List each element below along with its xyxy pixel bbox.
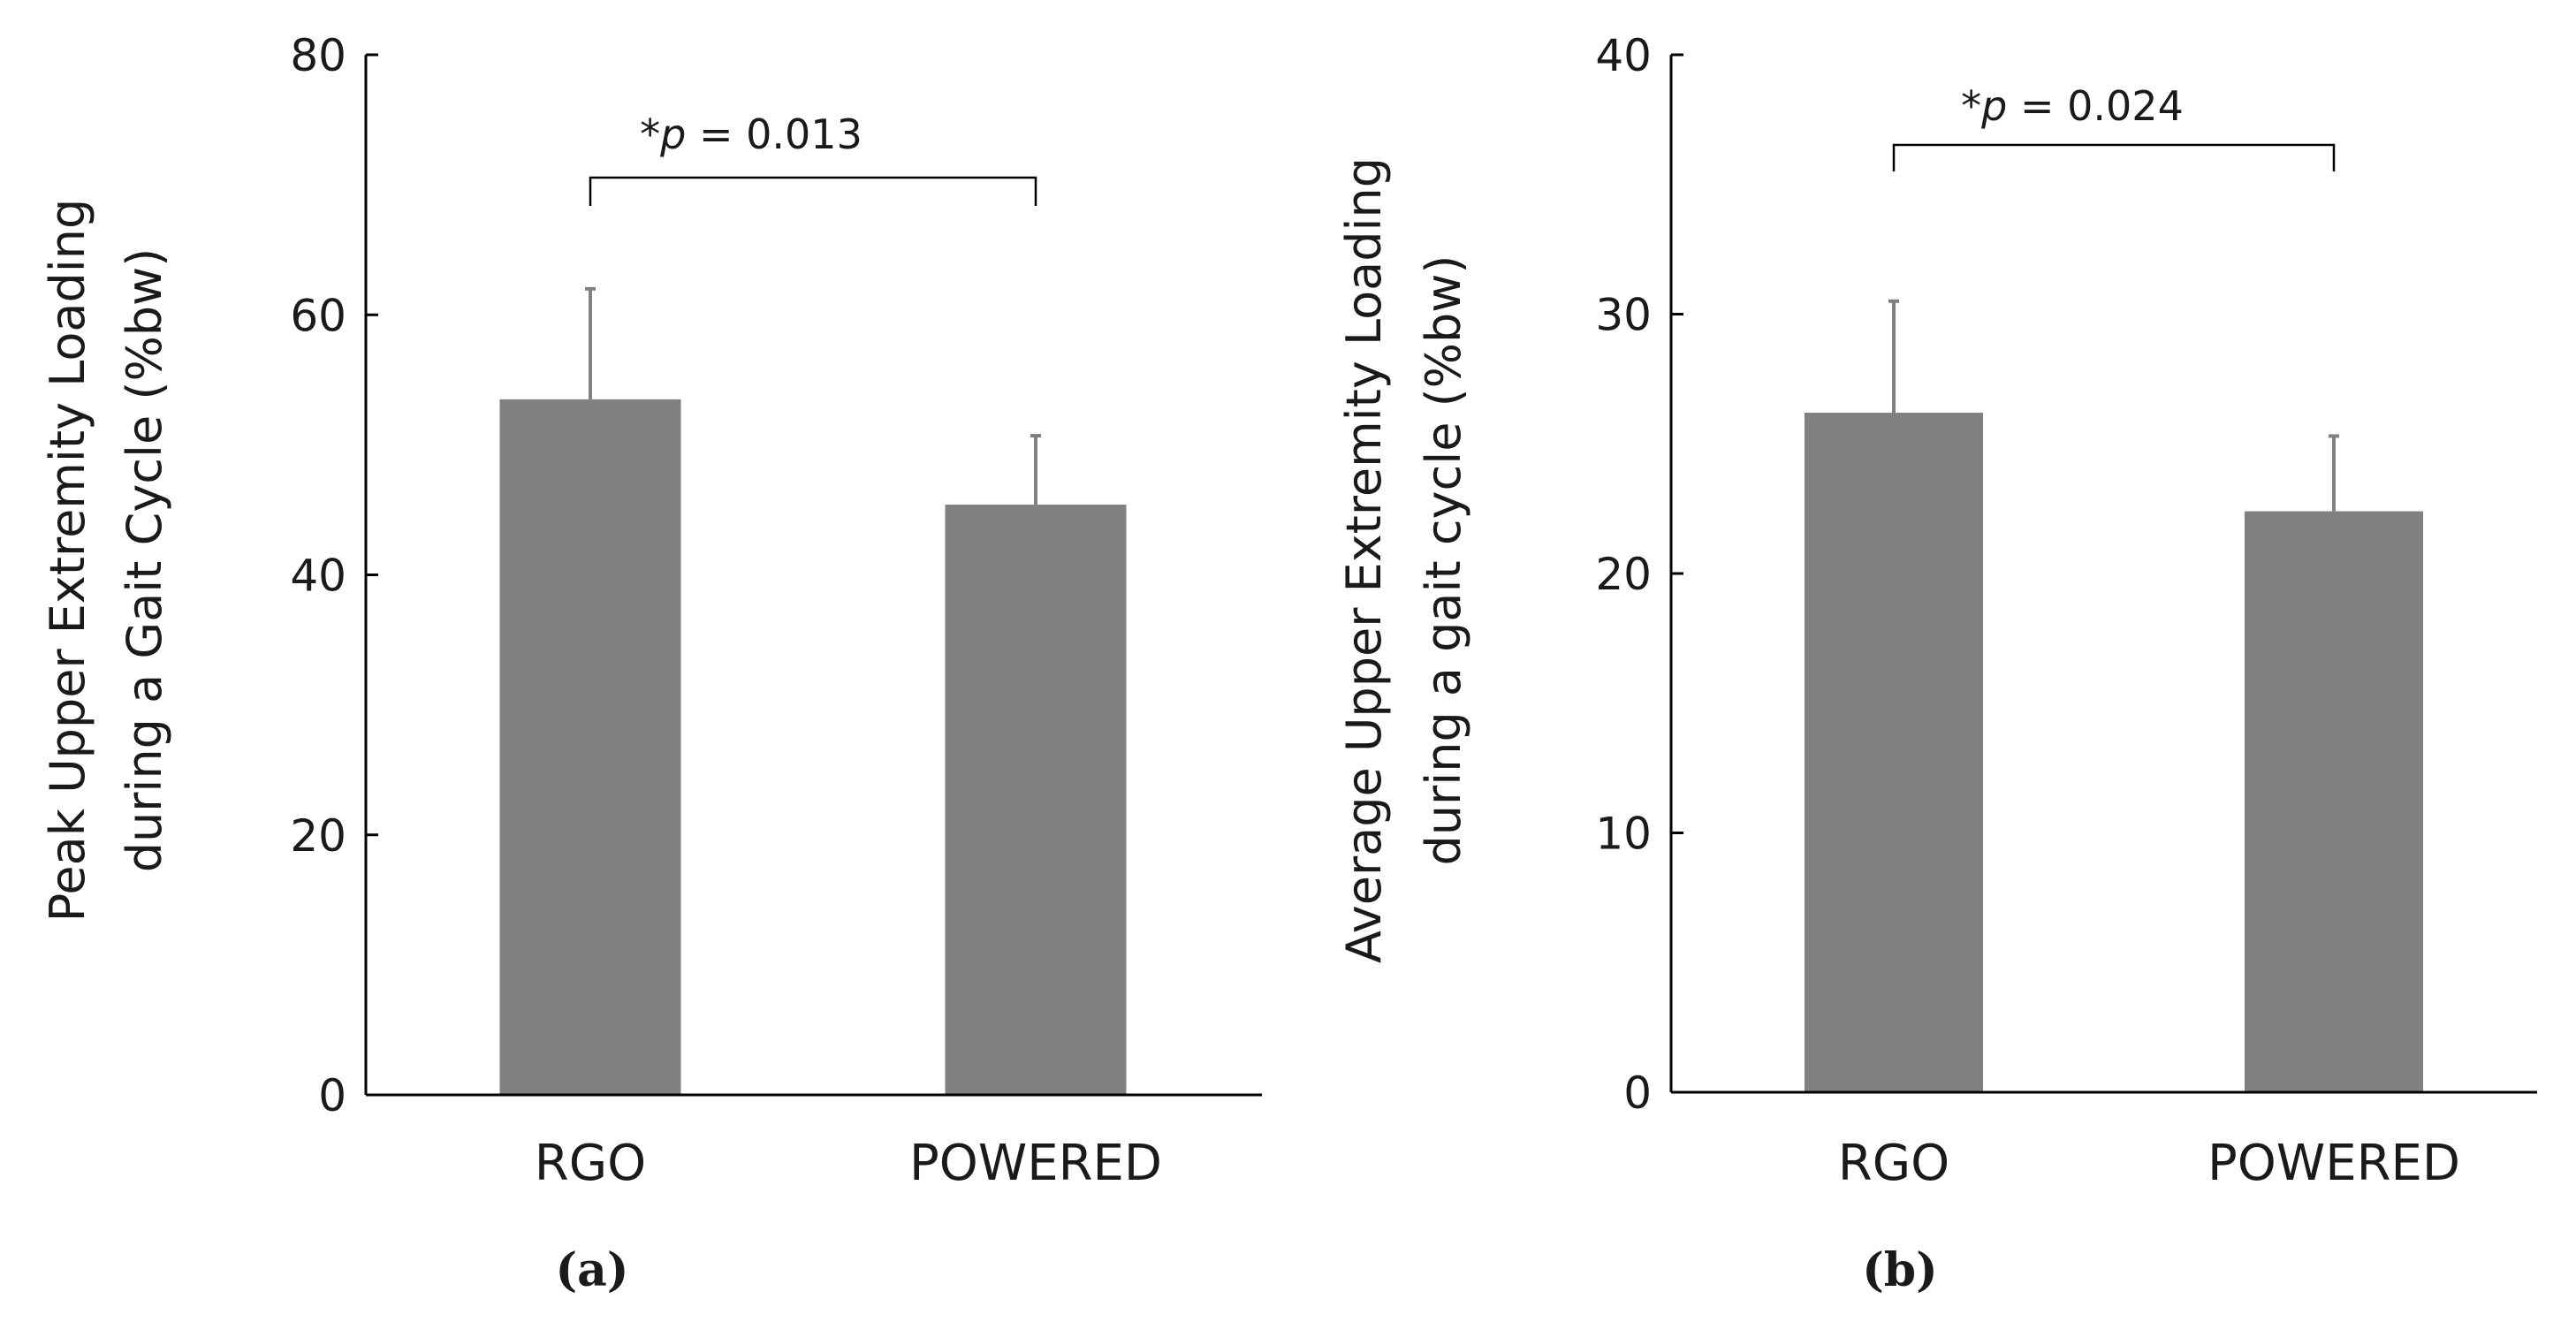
x-tick-label: POWERED <box>909 1135 1162 1192</box>
y-tick-label: 20 <box>1595 549 1652 600</box>
significance-label: *p = 0.024 <box>1961 82 2184 130</box>
significance-p: p <box>659 110 686 158</box>
y-tick-label: 30 <box>1595 290 1652 341</box>
significance-p: p <box>1980 82 2007 130</box>
x-tick-label: RGO <box>1838 1135 1949 1192</box>
bar-rgo <box>499 399 681 1096</box>
panel-a: Peak Upper Extremity Loading during a Ga… <box>40 30 1262 1297</box>
y-tick-label: 10 <box>1595 809 1652 860</box>
y-axis-label-line2: during a Gait Cycle (%bw) <box>117 248 172 873</box>
y-axis-label-line2: during a gait cycle (%bw) <box>1416 255 1471 866</box>
y-tick-label: 20 <box>290 810 346 862</box>
bar-rgo <box>1805 413 1983 1092</box>
y-tick-label: 40 <box>1595 30 1652 81</box>
significance-value: = 0.024 <box>2007 82 2183 130</box>
significance-label: *p = 0.013 <box>640 110 862 158</box>
x-tick-label: POWERED <box>2207 1135 2460 1192</box>
y-axis-label-line1: Average Upper Extremity Loading <box>1336 157 1392 963</box>
y-tick-label: 60 <box>290 290 346 341</box>
significance-bracket <box>1892 143 2336 171</box>
x-tick-label: RGO <box>535 1135 646 1192</box>
y-axis-label-line1: Peak Upper Extremity Loading <box>40 199 95 923</box>
y-tick-label: 80 <box>290 30 346 81</box>
significance-value: = 0.013 <box>686 110 862 158</box>
panel-caption: (a) <box>556 1243 629 1297</box>
y-tick-label: 40 <box>290 551 346 602</box>
significance-prefix: * <box>1961 82 1981 130</box>
panel-caption: (b) <box>1862 1243 1938 1297</box>
panel-b: Average Upper Extremity Loading during a… <box>1336 30 2537 1297</box>
significance-bracket <box>589 176 1037 206</box>
significance-prefix: * <box>640 110 660 158</box>
y-tick-label: 0 <box>1623 1067 1652 1119</box>
bar-powered <box>945 505 1127 1095</box>
bar-powered <box>2245 511 2423 1092</box>
y-tick-label: 0 <box>318 1070 346 1121</box>
